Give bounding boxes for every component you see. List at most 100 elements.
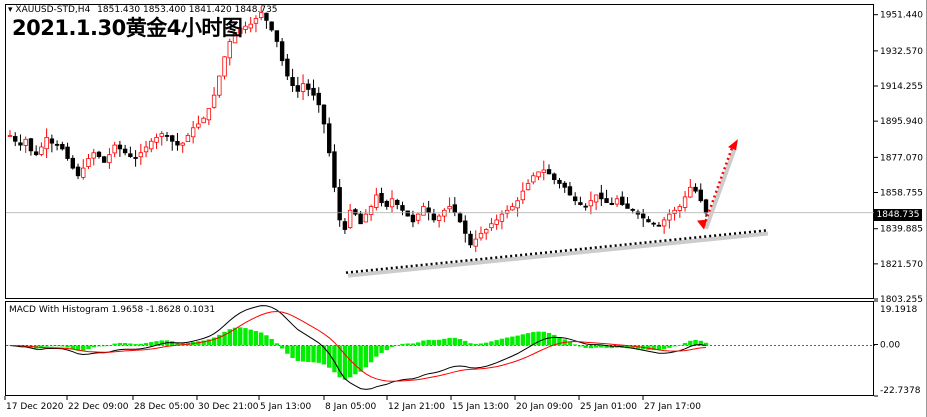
x-tick-label: 28 Dec 05:00	[134, 402, 195, 412]
x-tick-label: 17 Dec 2020	[6, 402, 64, 412]
histogram-bar	[363, 345, 369, 368]
candle-body	[395, 199, 400, 205]
y-tick-label: 1803.255	[880, 295, 923, 305]
candle-body	[44, 136, 49, 150]
histogram-bar	[253, 331, 259, 346]
y-tick-label: 1839.885	[880, 225, 923, 235]
x-tick-label: 8 Jan 05:00	[325, 402, 377, 412]
candle-body	[588, 200, 594, 207]
symbol-header: ▾ XAUUSD-STD,H4 1851.430 1853.400 1841.4…	[8, 5, 278, 15]
candle-body	[546, 169, 552, 175]
histogram-bar	[593, 345, 599, 348]
histogram-bar	[583, 345, 588, 348]
candle-body	[614, 198, 620, 205]
projection-start-marker	[697, 219, 707, 230]
candle-body	[489, 223, 494, 229]
histogram-bar	[353, 345, 358, 375]
candle-body	[651, 222, 656, 225]
candle-body	[217, 75, 222, 96]
macd-y-tick-label: -22.7378	[880, 386, 921, 396]
candle-body	[138, 152, 144, 158]
candle-body	[285, 58, 290, 77]
candle-body	[13, 136, 18, 142]
histogram-bar	[358, 345, 363, 372]
histogram-bar	[567, 341, 573, 346]
histogram-bar	[625, 345, 630, 349]
macd-y-tick-label: 19.1918	[880, 305, 917, 315]
y-tick-label: 1858.755	[880, 189, 923, 199]
candle-body	[436, 215, 442, 221]
candle-body	[693, 186, 698, 192]
histogram-bar	[531, 332, 536, 346]
histogram-bar	[578, 345, 583, 347]
candle-body	[410, 214, 416, 223]
histogram-bar	[447, 337, 452, 346]
histogram-bar	[599, 345, 604, 348]
histogram-bar	[368, 345, 374, 363]
histogram-bar	[442, 338, 447, 346]
candle-body	[311, 87, 316, 96]
candle-body	[112, 144, 117, 154]
candle-body	[421, 206, 426, 216]
histogram-bar	[122, 343, 128, 346]
candle-body	[661, 219, 667, 227]
candle-body	[572, 196, 578, 202]
candle-body	[175, 140, 180, 146]
ohlc-values: 1851.430 1853.400 1841.420 1848.735	[97, 5, 278, 15]
candle-body	[431, 213, 437, 221]
candle-body	[510, 206, 515, 211]
histogram-bar	[227, 329, 232, 346]
price-panel[interactable]	[5, 4, 875, 299]
candle-body	[96, 151, 102, 157]
candle-body	[442, 209, 447, 217]
candle-body	[101, 156, 107, 163]
candle-body	[269, 21, 274, 31]
histogram-bar	[337, 345, 342, 378]
macd-header: MACD With Histogram 1.9658 -1.8628 0.103…	[9, 305, 216, 315]
histogram-bar	[60, 345, 65, 347]
x-tick-label: 30 Dec 21:00	[198, 402, 259, 412]
histogram-bar	[630, 345, 635, 349]
candle-body	[609, 202, 615, 205]
histogram-bar	[499, 338, 505, 346]
dropdown-triangle-icon[interactable]: ▾	[8, 5, 13, 15]
histogram-bar	[682, 342, 688, 346]
candle-body	[473, 238, 478, 247]
histogram-bar	[86, 345, 91, 350]
histogram-bar	[128, 343, 133, 346]
histogram-bar	[332, 345, 337, 373]
candle-body	[238, 27, 243, 34]
candle-body	[630, 208, 635, 211]
histogram-bar	[65, 345, 70, 348]
histogram-bar	[405, 343, 410, 346]
candle-body	[154, 136, 159, 143]
histogram-bar	[112, 343, 117, 346]
candle-body	[463, 220, 468, 234]
histogram-bar	[520, 334, 526, 346]
candle-body	[206, 108, 212, 121]
candle-body	[688, 186, 693, 198]
macd-panel[interactable]	[5, 301, 875, 396]
candle-body	[415, 213, 421, 221]
candle-body	[232, 33, 238, 44]
histogram-bar	[389, 345, 395, 347]
candle-body	[672, 209, 677, 214]
candle-body	[698, 189, 703, 202]
histogram-bar	[96, 345, 102, 347]
candle-body	[583, 205, 588, 208]
histogram-bar	[489, 341, 494, 346]
candle-body	[384, 200, 389, 207]
chart-title: 2021.1.30黄金4小时图	[12, 16, 243, 40]
histogram-bar	[327, 345, 332, 368]
candle-body	[515, 200, 520, 209]
histogram-bar	[91, 345, 96, 348]
histogram-bar	[494, 340, 499, 346]
histogram-bar	[421, 340, 426, 346]
candle-body	[227, 41, 232, 59]
y-tick-label: 1951.440	[880, 11, 923, 21]
candle-body	[49, 138, 55, 144]
candle-body	[18, 142, 23, 146]
candle-body	[65, 146, 70, 159]
histogram-bar	[54, 345, 60, 347]
histogram-bar	[295, 345, 301, 361]
